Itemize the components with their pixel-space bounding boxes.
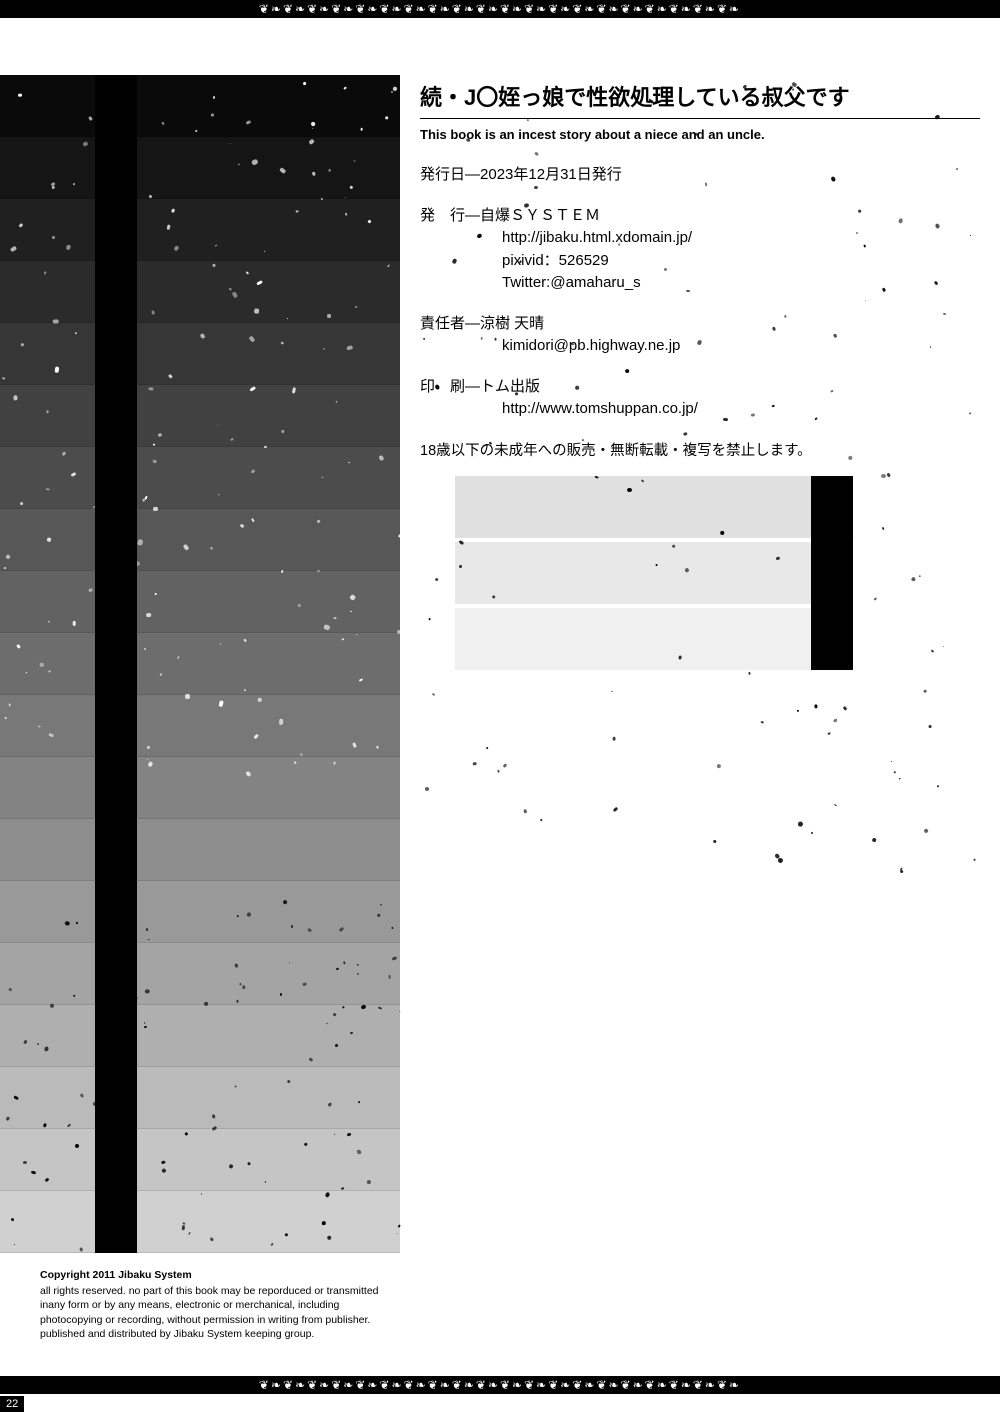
copyright-line-5: published and distributed by Jibaku Syst… <box>40 1327 600 1341</box>
copyright-line-1: Copyright 2011 Jibaku System <box>40 1268 600 1282</box>
copyright-block: Copyright 2011 Jibaku System all rights … <box>40 1268 600 1341</box>
gradient-band <box>0 385 400 447</box>
copyright-line-2: all rights reserved. no part of this boo… <box>40 1284 600 1298</box>
right-gradient-band <box>455 608 853 670</box>
gradient-band <box>0 447 400 509</box>
gradient-band <box>0 1191 400 1253</box>
responsible-block: 責任者—涼樹 天晴 kimidori@pb.highway.ne.jp <box>420 313 980 358</box>
gradient-band <box>0 261 400 323</box>
gradient-band <box>0 633 400 695</box>
gradient-band <box>0 819 400 881</box>
printer-label: 印 刷— <box>420 376 480 399</box>
title-divider-line <box>420 118 980 119</box>
right-black-vertical-stripe <box>811 476 853 670</box>
ornament-pattern: ❦❧❦❧❦❧❦❧❦❧❦❧❦❧❦❧❦❧❦❧❦❧❦❧❦❧❦❧❦❧❦❧❦❧❦❧❦❧❦❧ <box>259 2 741 16</box>
copyright-line-4: photocopying or recording, without permi… <box>40 1313 600 1327</box>
publish-date-value: 2023年12月31日発行 <box>480 166 622 183</box>
printer-url: http://www.tomshuppan.co.jp/ <box>420 398 980 421</box>
gradient-band <box>0 1067 400 1129</box>
gradient-band <box>0 943 400 1005</box>
responsible-name: 涼樹 天晴 <box>480 315 544 332</box>
gradient-band <box>0 881 400 943</box>
book-subtitle-english: This book is an incest story about a nie… <box>420 127 980 142</box>
gradient-band <box>0 199 400 261</box>
ornament-pattern-bottom: ❦❧❦❧❦❧❦❧❦❧❦❧❦❧❦❧❦❧❦❧❦❧❦❧❦❧❦❧❦❧❦❧❦❧❦❧❦❧❦❧ <box>259 1378 741 1392</box>
page-number: 22 <box>0 1396 24 1412</box>
gradient-band <box>0 75 400 137</box>
top-ornament-border: ❦❧❦❧❦❧❦❧❦❧❦❧❦❧❦❧❦❧❦❧❦❧❦❧❦❧❦❧❦❧❦❧❦❧❦❧❦❧❦❧ <box>0 0 1000 18</box>
right-gradient-band <box>455 542 853 604</box>
book-title-japanese: 続・J〇姪っ娘で性欲処理している叔父です <box>420 80 980 112</box>
right-gradient-panel <box>455 476 853 674</box>
publisher-name: 自爆ＳＹＳＴＥＭ <box>480 207 600 224</box>
gradient-band <box>0 695 400 757</box>
gradient-band <box>0 571 400 633</box>
publisher-pixiv: pixivid：526529 <box>420 250 980 273</box>
publisher-twitter: Twitter:@amaharu_s <box>420 272 980 295</box>
printer-name: トム出版 <box>480 378 540 395</box>
gradient-band <box>0 323 400 385</box>
gradient-band <box>0 509 400 571</box>
copyright-line-3: inany form or by any means, electronic o… <box>40 1298 600 1312</box>
right-gradient-band <box>455 476 853 538</box>
responsible-label: 責任者— <box>420 313 480 336</box>
publish-date-block: 発行日—2023年12月31日発行 <box>420 164 980 187</box>
left-black-vertical-stripe <box>95 75 137 1253</box>
left-gradient-panel <box>0 75 400 1253</box>
publish-date-label: 発行日— <box>420 164 480 187</box>
publisher-url: http://jibaku.html.xdomain.jp/ <box>420 227 980 250</box>
printer-block: 印 刷—トム出版 http://www.tomshuppan.co.jp/ <box>420 376 980 421</box>
gradient-band <box>0 1005 400 1067</box>
gradient-band <box>0 757 400 819</box>
publisher-label: 発 行— <box>420 205 480 228</box>
bottom-ornament-border: ❦❧❦❧❦❧❦❧❦❧❦❧❦❧❦❧❦❧❦❧❦❧❦❧❦❧❦❧❦❧❦❧❦❧❦❧❦❧❦❧ <box>0 1376 1000 1394</box>
gradient-band <box>0 1129 400 1191</box>
gradient-band <box>0 137 400 199</box>
legal-notice: 18歳以下の未成年への販売・無断転載・複写を禁止します。 <box>420 439 980 460</box>
responsible-email: kimidori@pb.highway.ne.jp <box>420 335 980 358</box>
publisher-block: 発 行—自爆ＳＹＳＴＥＭ http://jibaku.html.xdomain.… <box>420 205 980 295</box>
colophon-content: 続・J〇姪っ娘で性欲処理している叔父です This book is an inc… <box>420 80 980 460</box>
